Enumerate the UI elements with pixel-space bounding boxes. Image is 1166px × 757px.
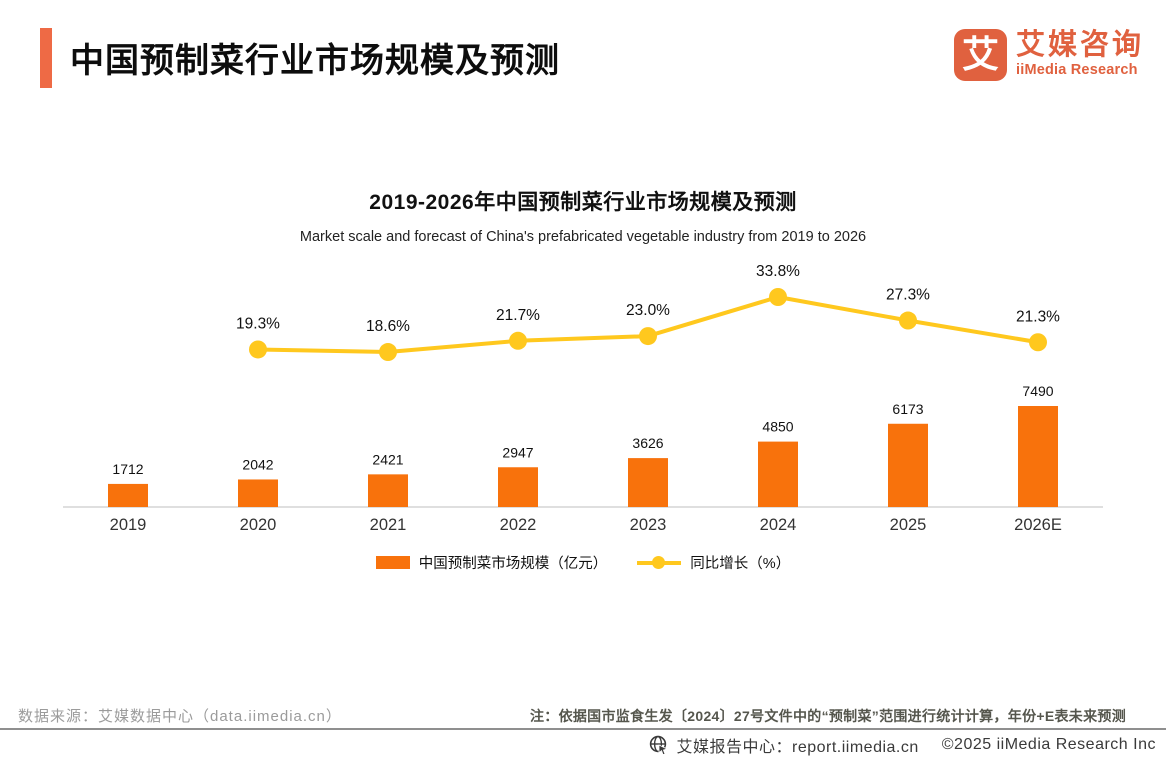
chart-canvas: 1712 2019 2042 2020 2421 2021 2947 2022 3626 2023… [63,263,1103,534]
bar-2022 [498,467,538,507]
growth-point-2020 [249,340,267,359]
bar-value-2021: 2421 [372,451,403,467]
bar-2020 [238,479,278,507]
x-tick-2020: 2020 [240,516,277,534]
bar-value-2019: 1712 [112,461,143,477]
growth-point-2025 [899,311,917,330]
logo-text: 艾媒咨询 iiMedia Research [1016,29,1144,78]
growth-point-2023 [639,327,657,346]
growth-point-2022 [509,331,527,350]
bar-value-2022: 2947 [502,444,533,460]
data-source-text: 数据来源：艾媒数据中心（data.iimedia.cn） [18,708,342,725]
growth-point-2021 [379,343,397,362]
bar-2019 [108,483,148,507]
bar-2023 [628,458,668,507]
growth-label-2024: 33.8% [756,263,800,280]
iimedia-logo-icon: 艾 [953,29,1007,81]
growth-label-2021: 18.6% [366,318,410,335]
note-text: 注：依据国市监食生发〔2024〕27号文件中的“预制菜”范围进行统计计算，年份+… [529,708,1126,724]
bar-series-swatch [375,556,410,569]
logo-name-en: iiMedia Research [1015,62,1138,79]
globe-cursor-icon [650,735,669,755]
bar-value-2026E: 7490 [1022,383,1053,399]
legend-item-line: 同比增长（%） [637,552,790,573]
x-tick-2021: 2021 [370,516,407,534]
bar-2025 [888,423,928,507]
growth-label-2025: 27.3% [886,287,930,304]
line-series-swatch [637,556,682,569]
x-tick-2022: 2022 [500,516,537,534]
growth-point-2026E [1029,333,1047,352]
x-tick-2024: 2024 [760,516,797,534]
copyright-text: ©2025 iiMedia Research Inc [941,736,1156,753]
footer-bar: 艾媒报告中心：report.iimedia.cn ©2025 iiMedia R… [649,733,1156,757]
growth-label-2022: 21.7% [496,307,540,324]
bar-value-2023: 3626 [632,435,663,451]
chart-title: 2019-2026年中国预制菜行业市场规模及预测 [369,191,797,214]
bar-value-2024: 4850 [762,419,793,435]
line-series-dot [652,556,666,569]
logo-glyph: 艾 [961,33,999,75]
growth-point-2024 [769,288,787,306]
page-title: 中国预制菜行业市场规模及预测 [70,42,560,80]
growth-label-2020: 19.3% [236,315,280,332]
market-scale-chart: 1712 2019 2042 2020 2421 2021 2947 2022 3626 2023… [63,255,1103,547]
iimedia-logo: 艾 艾媒咨询 iiMedia Research [953,29,1144,81]
bar-value-2020: 2042 [242,456,273,472]
bar-2026E [1018,406,1058,507]
logo-name-cn: 艾媒咨询 [1015,29,1144,61]
growth-label-2026E: 21.3% [1016,308,1060,325]
chart-legend: 中国预制菜市场规模（亿元） 同比增长（%） [0,552,1166,573]
x-tick-2025: 2025 [890,516,927,534]
footer-divider [0,728,1166,730]
line-series-label: 同比增长（%） [690,556,791,572]
x-tick-2026E: 2026E [1014,516,1062,534]
report-center-text: 艾媒报告中心：report.iimedia.cn [676,739,919,756]
bar-series-label: 中国预制菜市场规模（亿元） [418,556,608,572]
x-tick-2019: 2019 [110,516,147,534]
bar-value-2025: 6173 [892,401,923,417]
legend-item-bar: 中国预制菜市场规模（亿元） [375,552,608,573]
bar-2021 [368,474,408,507]
growth-label-2023: 23.0% [626,302,670,319]
x-tick-2023: 2023 [630,516,667,534]
chart-subtitle: Market scale and forecast of China's pre… [299,229,867,245]
bar-2024 [758,441,798,507]
title-accent-bar [40,28,52,88]
